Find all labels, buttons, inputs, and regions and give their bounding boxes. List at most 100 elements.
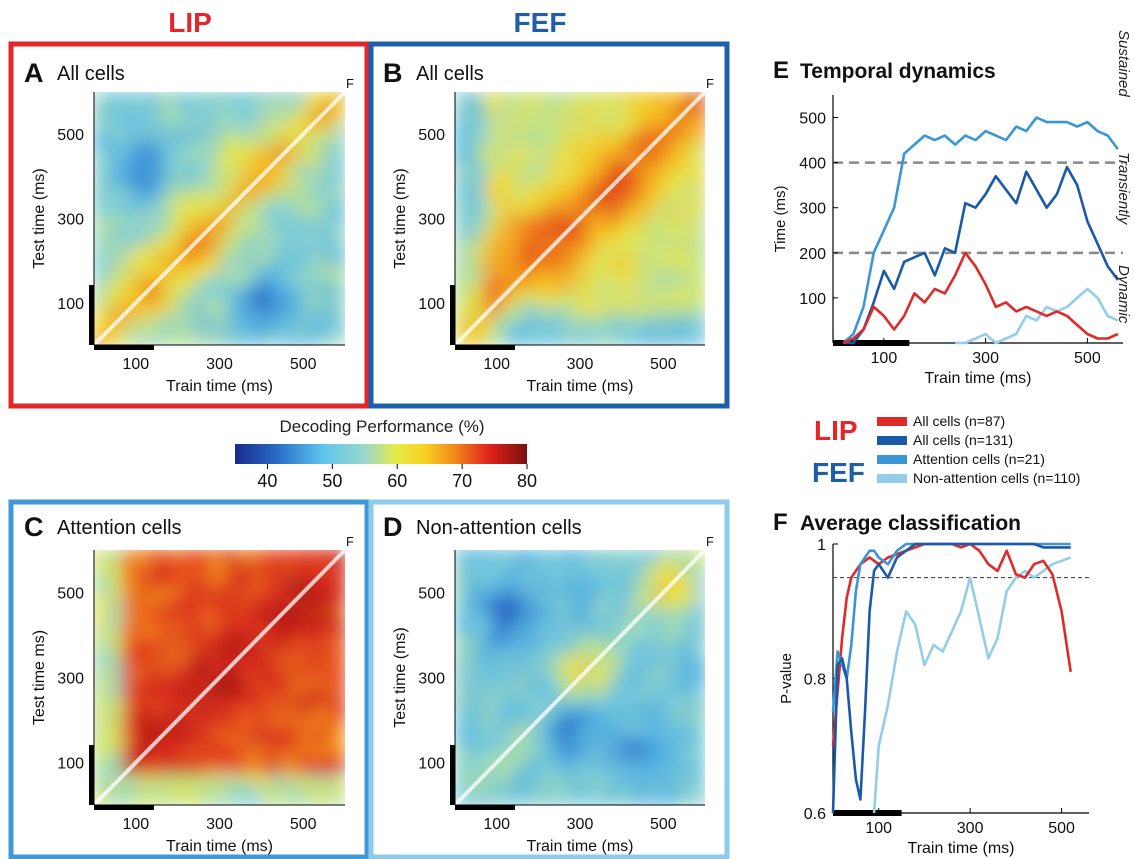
heatmap-cell <box>607 598 620 610</box>
heatmap-cell <box>694 568 705 581</box>
heatmap-cell <box>559 558 572 571</box>
heatmap-cell <box>569 237 581 249</box>
heatmap-cell <box>684 266 697 278</box>
heatmap-cell <box>218 735 231 748</box>
series-line <box>843 165 1119 345</box>
heatmap-cell <box>550 607 562 620</box>
heatmap-cell <box>482 334 495 345</box>
heatmap-cell <box>122 178 134 191</box>
heatmap-cell <box>94 607 105 620</box>
heatmap-cell <box>112 324 124 337</box>
heatmap-cell <box>482 617 495 630</box>
heatmap-cell <box>559 178 572 191</box>
heatmap-cell <box>102 227 115 239</box>
region-label-dynamic: Dynamic <box>1115 265 1132 324</box>
heatmap-cell <box>473 784 485 797</box>
heatmap-cell <box>588 139 601 152</box>
heatmap-cell <box>492 256 505 269</box>
heatmap-cell <box>295 92 308 103</box>
heatmap-cell <box>569 295 581 307</box>
heatmap-cell <box>286 666 298 679</box>
heatmap-cell <box>257 129 269 142</box>
heatmap-cell <box>141 314 153 327</box>
heatmap-cell <box>521 686 533 699</box>
heatmap-cell <box>179 686 192 699</box>
heatmap-cell <box>295 100 308 113</box>
heatmap-cell <box>141 676 153 689</box>
heatmap-cell <box>559 705 572 718</box>
heatmap-cell <box>122 588 134 600</box>
heatmap-cell <box>588 607 601 620</box>
heatmap-cell <box>511 256 524 269</box>
heatmap-cell <box>502 656 514 669</box>
heatmap-cell <box>170 774 182 787</box>
heatmap-cell <box>305 568 318 581</box>
heatmap-cell <box>502 139 514 152</box>
heatmap-cell <box>112 168 124 181</box>
heatmap-cell <box>521 764 533 777</box>
heatmap-cell <box>482 725 495 738</box>
heatmap-cell <box>286 715 298 728</box>
heatmap-cell <box>218 227 231 239</box>
heatmap-cell <box>530 314 543 327</box>
heatmap-cell <box>473 696 485 708</box>
heatmap-cell <box>559 794 572 805</box>
heatmap-cell <box>160 324 173 337</box>
heatmap-cell <box>521 637 533 650</box>
heatmap-cell <box>218 550 231 561</box>
heatmap-cell <box>228 129 240 142</box>
heatmap-cell <box>511 295 524 307</box>
heatmap-cell <box>305 794 318 805</box>
heatmap-cell <box>266 578 279 591</box>
heatmap-cell <box>94 588 105 600</box>
heatmap-cell <box>617 764 630 777</box>
heatmap-cell <box>189 217 202 230</box>
heatmap-cell <box>324 676 337 689</box>
heatmap-cell <box>257 237 269 249</box>
heatmap-cell <box>122 607 134 620</box>
heatmap-cell <box>305 314 318 327</box>
heatmap-cell <box>102 188 115 200</box>
heatmap-cell <box>276 295 289 307</box>
heatmap-cell <box>208 92 221 103</box>
heatmap-cell <box>473 578 485 591</box>
heatmap-cell <box>102 735 115 748</box>
heatmap-cell <box>598 149 610 162</box>
heatmap-cell <box>276 696 289 708</box>
heatmap-cell <box>607 666 620 679</box>
heatmap-cell <box>617 334 630 345</box>
heatmap-cell <box>208 266 221 278</box>
heatmap-cell <box>540 686 553 699</box>
heatmap-cell <box>482 168 495 181</box>
heatmap-cell <box>502 627 514 640</box>
heatmap-cell <box>502 588 514 600</box>
heatmap-cell <box>463 568 476 581</box>
heatmap-cell <box>694 207 705 220</box>
heatmap-cell <box>636 735 649 748</box>
heatmap-cell <box>208 237 221 249</box>
heatmap-cell <box>257 334 269 345</box>
heatmap-cell <box>237 324 250 337</box>
heatmap-cell <box>530 598 543 610</box>
heatmap-cell <box>550 324 562 337</box>
heatmap-cell <box>247 676 260 689</box>
heatmap-cell <box>665 275 678 288</box>
heatmap-cell <box>266 334 279 345</box>
heatmap-cell <box>694 558 705 571</box>
heatmap-cell <box>112 139 124 152</box>
heatmap-cell <box>247 149 260 162</box>
y-tick-label: 100 <box>799 291 826 308</box>
heatmap-cell <box>646 637 658 650</box>
heatmap-cell <box>521 696 533 708</box>
heatmap-cell <box>473 110 485 123</box>
heatmap-cell <box>646 617 658 630</box>
heatmap-cell <box>502 666 514 679</box>
heatmap-cell <box>266 755 279 767</box>
heatmap-cell <box>131 676 144 689</box>
heatmap-cell <box>511 637 524 650</box>
heatmap-cell <box>189 334 202 345</box>
heatmap-cell <box>675 246 687 259</box>
heatmap-cell <box>94 666 105 679</box>
heatmap-cell <box>94 149 105 162</box>
heatmap-cell <box>170 217 182 230</box>
